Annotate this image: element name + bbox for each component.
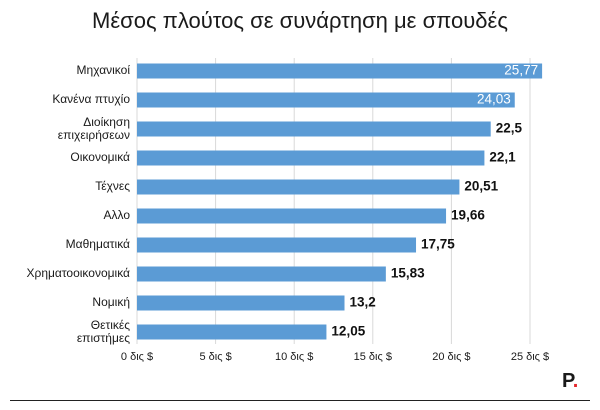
value-label: 24,03 [477,92,511,107]
value-label: 17,75 [421,237,455,252]
bar [137,150,485,166]
bar [137,295,345,311]
value-label: 25,77 [504,63,538,78]
bars [137,63,543,340]
bar [137,63,543,79]
category-label: Διοίκηση επιχειρήσεων [58,115,130,142]
bar [137,179,460,195]
category-label: Μαθηματικά [66,237,130,251]
bar [137,237,417,253]
x-tick-label: 0 δις $ [121,351,153,363]
value-label: 15,83 [391,266,425,281]
category-label: Τέχνες [95,179,130,193]
brand-dot: . [572,370,579,392]
category-label: Θετικές επιστήμες [77,318,130,345]
x-axis-ticks: 0 δις $ 5 δις $ 10 δις $ 15 δις $ 20 δις $ 25… [121,351,549,363]
value-label: 22,5 [496,121,523,136]
x-tick-label: 10 δις $ [275,351,313,363]
category-label: Χρηματοοικονομικά [26,266,130,280]
x-tick-label: 5 δις $ [199,351,231,363]
value-label: 13,2 [350,295,376,310]
chart-title: Μέσος πλούτος σε συνάρτηση με σπουδές [92,8,508,33]
category-label: Οικονομικά [70,150,130,164]
category-labels: Μηχανικοί Κανένα πτυχίο Διοίκηση επιχειρήσε… [26,63,130,345]
brand-logo: P. [562,370,578,393]
category-label: Κανένα πτυχίο [52,92,130,106]
x-tick-label: 15 δις $ [354,351,392,363]
category-label: Αλλο [104,208,131,222]
bar [137,121,491,137]
x-tick-label: 20 δις $ [432,351,470,363]
value-label: 20,51 [464,179,498,194]
bar [137,208,447,224]
bar [137,266,386,282]
bar [137,324,327,340]
x-tick-label: 25 δις $ [511,351,549,363]
value-label: 19,66 [451,208,485,223]
bar [137,92,515,108]
category-label: Μηχανικοί [77,63,131,77]
footer-divider [10,400,590,401]
value-labels: 25,77 24,03 22,5 22,1 20,51 19,66 17,75 15,83 13… [331,63,538,339]
value-label: 22,1 [489,150,516,165]
brand-letter: P [562,370,573,392]
value-label: 12,05 [331,324,365,339]
category-label: Νομική [92,295,130,309]
